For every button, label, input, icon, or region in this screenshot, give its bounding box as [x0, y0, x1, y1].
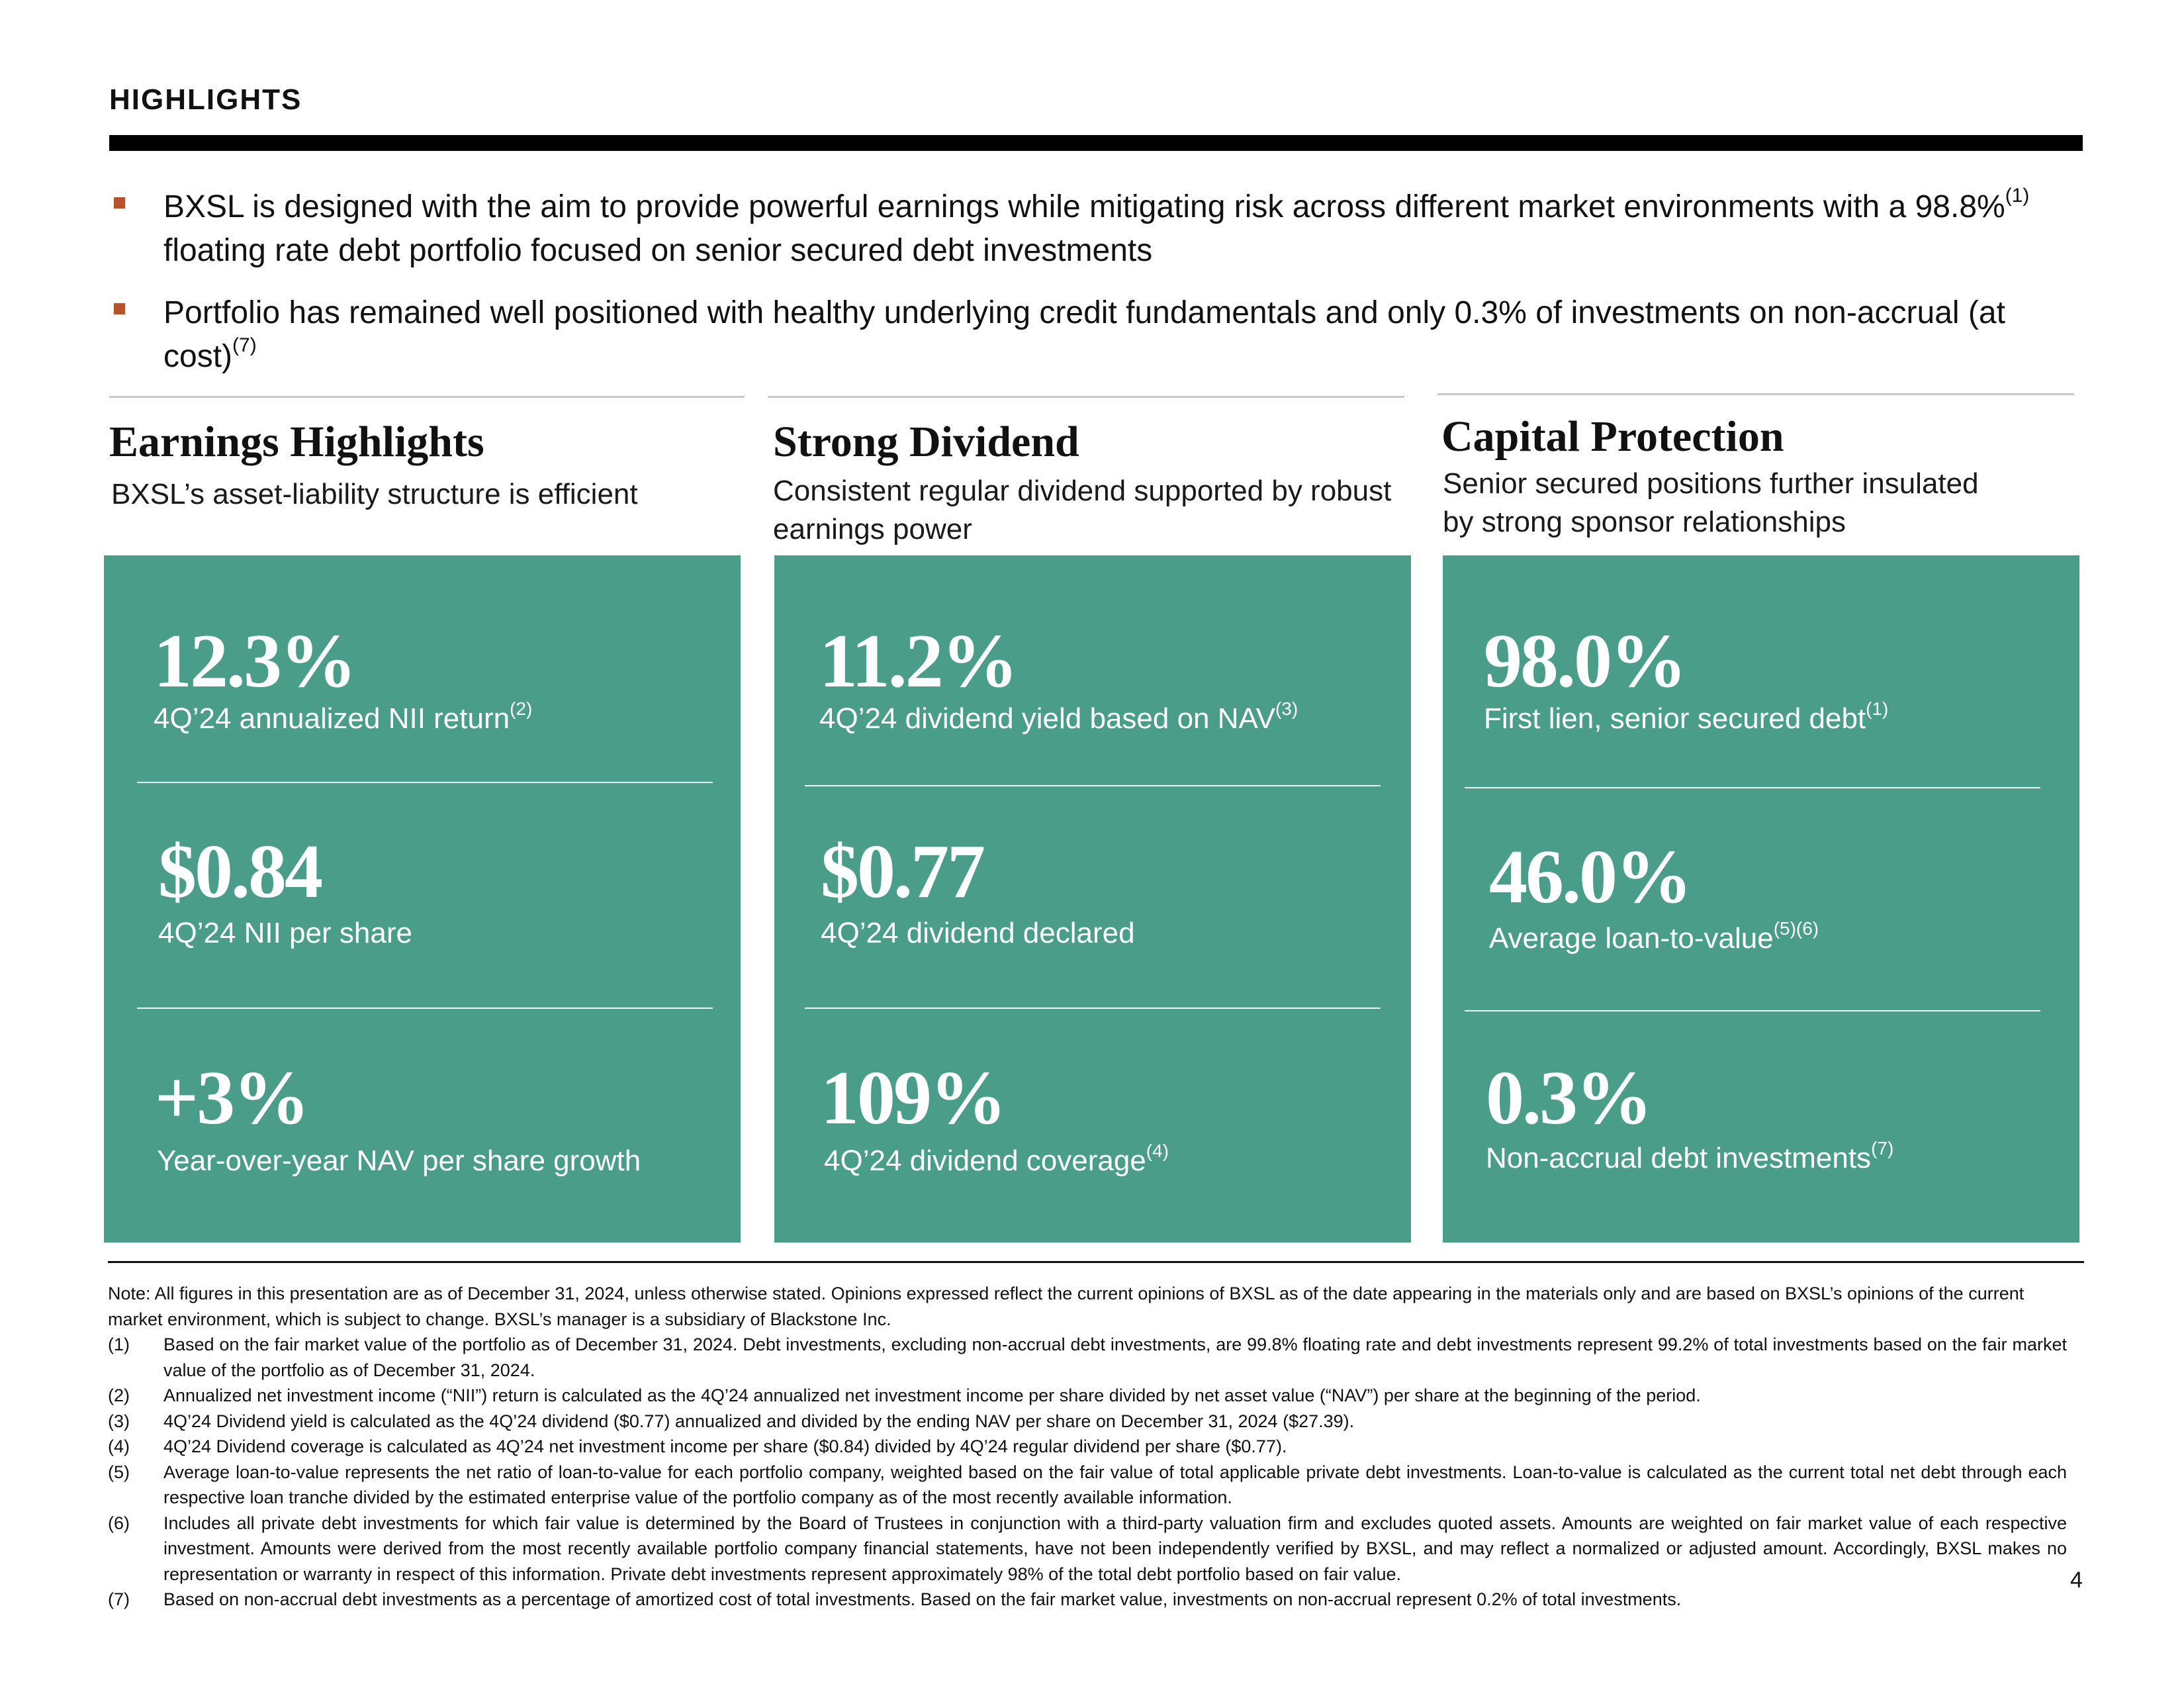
metric-label: First lien, senior secured debt(1)	[1484, 698, 1889, 735]
footnote-ref: (4)	[1146, 1141, 1169, 1162]
metric-value: 11.2%	[819, 619, 1019, 704]
strong-dividend-subtitle: Consistent regular dividend supported by…	[773, 475, 1392, 545]
footnote-number: (1)	[108, 1335, 130, 1354]
panel-divider	[137, 782, 713, 783]
metric-value: 0.3%	[1486, 1056, 1653, 1141]
footnote-ref: (2)	[510, 698, 533, 720]
bullet-text: BXSL is designed with the aim to provide…	[163, 185, 2030, 269]
strong-dividend-title: Strong Dividend	[773, 418, 1079, 466]
footnote-item: (3) 4Q’24 Dividend yield is calculated as…	[108, 1409, 2067, 1434]
footnote-number: (7)	[108, 1589, 130, 1609]
metric-label: Non-accrual debt investments(7)	[1486, 1138, 1894, 1174]
footnote-item: (2) Annualized net investment income (“NI…	[108, 1383, 2067, 1409]
bullet-square-icon	[114, 303, 125, 314]
strong-dividend-panel: 11.2% 4Q’24 dividend yield based on NAV(…	[774, 555, 1411, 1243]
panel-divider	[137, 1008, 713, 1009]
footnote-text: 4Q’24 Dividend coverage is calculated as…	[163, 1436, 1287, 1456]
metric-label: Average loan-to-value(5)(6)	[1489, 918, 1819, 955]
earnings-highlights-subtitle: BXSL’s asset-liability structure is effi…	[111, 478, 638, 510]
metric-label: 4Q’24 annualized NII return(2)	[154, 698, 533, 735]
metric-value: $0.84	[158, 829, 323, 914]
capital-protection-subtitle: Senior secured positions further insulat…	[1443, 467, 1979, 538]
metric-value: $0.77	[821, 829, 985, 914]
footnotes-rule	[108, 1261, 2084, 1263]
footnote-text: Annualized net investment income (“NII”)…	[163, 1385, 1701, 1405]
earnings-highlights-title: Earnings Highlights	[109, 418, 484, 466]
footnote-text: Based on the fair market value of the po…	[163, 1335, 2067, 1380]
panel-divider	[1465, 787, 2040, 788]
footnote-text: Average loan-to-value represents the net…	[163, 1462, 2067, 1508]
footnote-item: (6) Includes all private debt investments…	[108, 1511, 2067, 1587]
footnote-number: (4)	[108, 1436, 130, 1456]
capital-protection-panel: 98.0% First lien, senior secured debt(1)…	[1443, 555, 2079, 1243]
footnote-ref: (7)	[1871, 1138, 1894, 1159]
bullet-text: Portfolio has remained well positioned w…	[163, 295, 2005, 374]
metric-label: 4Q’24 NII per share	[158, 917, 412, 949]
capital-protection-title: Capital Protection	[1441, 412, 1784, 461]
metric-value: 12.3%	[154, 619, 357, 704]
metric-label: 4Q’24 dividend coverage(4)	[824, 1141, 1169, 1177]
bullet-square-icon	[114, 197, 125, 209]
footnote-item: (1) Based on the fair market value of the…	[108, 1332, 2067, 1383]
note-intro: Note: All figures in this presentation a…	[108, 1284, 2025, 1329]
panel-divider	[805, 785, 1381, 786]
header-rule	[109, 135, 2083, 151]
metric-label: 4Q’24 dividend declared	[821, 917, 1135, 949]
footnote-ref: (7)	[232, 334, 257, 356]
metric-value: 98.0%	[1484, 619, 1687, 704]
footnote-number: (6)	[108, 1513, 130, 1533]
section-title: HIGHLIGHTS	[109, 83, 302, 116]
footnote-ref: (5)(6)	[1773, 918, 1819, 939]
metric-value: +3%	[155, 1056, 310, 1141]
footnote-number: (3)	[108, 1411, 130, 1431]
metric-value: 46.0%	[1489, 835, 1692, 919]
panel-divider	[1465, 1010, 2040, 1011]
panel-divider	[805, 1008, 1381, 1009]
footnote-text: 4Q’24 Dividend yield is calculated as th…	[163, 1411, 1355, 1431]
column-rule	[768, 396, 1404, 398]
footnote-text: Includes all private debt investments fo…	[163, 1513, 2067, 1584]
footnote-number: (5)	[108, 1462, 130, 1482]
metric-label: Year-over-year NAV per share growth	[157, 1145, 641, 1177]
footnote-number: (2)	[108, 1385, 130, 1405]
footnote-item: (5) Average loan-to-value represents the …	[108, 1460, 2067, 1511]
column-rule	[109, 396, 745, 398]
page-number: 4	[2070, 1568, 2083, 1593]
earnings-highlights-panel: 12.3% 4Q’24 annualized NII return(2) $0.…	[104, 555, 741, 1243]
footnote-ref: (1)	[2005, 185, 2030, 207]
column-rule	[1437, 393, 2074, 395]
footnote-item: (7) Based on non-accrual debt investments…	[108, 1587, 2067, 1613]
footnote-item: (4) 4Q’24 Dividend coverage is calculated…	[108, 1434, 2067, 1460]
footnote-ref: (3)	[1275, 698, 1298, 720]
metric-label: 4Q’24 dividend yield based on NAV(3)	[819, 698, 1298, 735]
footnote-ref: (1)	[1866, 698, 1889, 720]
footnotes: Note: All figures in this presentation a…	[108, 1281, 2067, 1613]
metric-value: 109%	[821, 1056, 1007, 1141]
footnote-text: Based on non-accrual debt investments as…	[163, 1589, 1682, 1609]
